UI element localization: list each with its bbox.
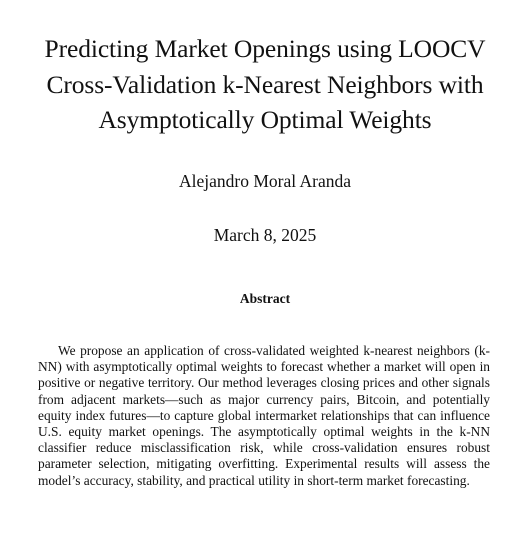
abstract-heading: Abstract (239, 291, 291, 306)
abstract-text: We propose an application of cross-valid… (38, 343, 490, 488)
author-name: Alejandro Moral Aranda (178, 171, 352, 191)
publication-date: March 8, 2025 (213, 225, 317, 245)
paper-title: Predicting Market Openings using LOOCV C… (44, 34, 486, 134)
